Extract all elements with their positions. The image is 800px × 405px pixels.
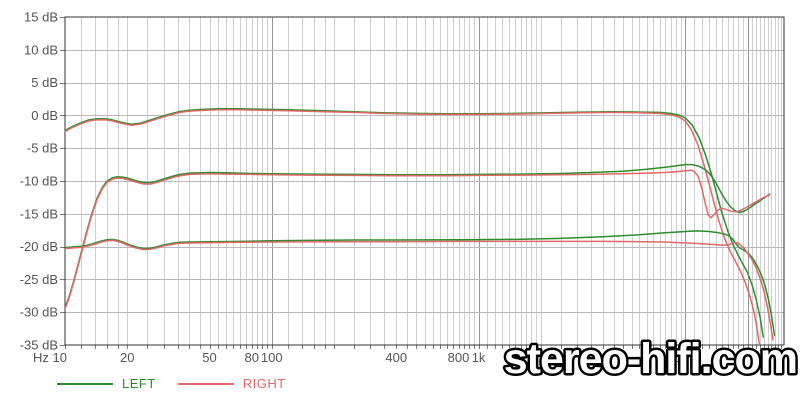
- x-axis-tick-label: 800: [448, 350, 470, 365]
- y-axis-tick-label: -15 dB: [20, 206, 58, 221]
- legend-swatch-right: [177, 382, 234, 385]
- curve-left-mid: [65, 163, 771, 309]
- y-axis-tick-label: -10 dB: [20, 174, 58, 189]
- legend: LEFT RIGHT: [57, 376, 308, 391]
- x-axis-tick-label: 4k: [596, 350, 610, 365]
- x-axis-tick-label: 10k: [675, 350, 696, 365]
- x-axis-tick-label: 8k: [658, 350, 672, 365]
- curve-right-main: [65, 109, 761, 345]
- legend-swatch-left: [57, 382, 113, 385]
- curve-right-mid: [65, 169, 771, 310]
- x-axis-tick-label: 50: [202, 350, 216, 365]
- y-axis-tick-label: -30 dB: [20, 305, 58, 320]
- x-axis-tick-label: 400: [385, 350, 407, 365]
- y-axis-tick-label: -25 dB: [20, 272, 58, 287]
- curve-left-low: [65, 230, 776, 336]
- plot-border: [64, 16, 785, 346]
- x-axis-tick-label: 100: [261, 350, 283, 365]
- curve-left-main: [65, 108, 764, 338]
- watermark: stereo-hifi.com: [479, 333, 800, 386]
- curves: [65, 108, 776, 345]
- x-axis-tick-label: 20: [120, 350, 134, 365]
- grid: [65, 17, 784, 345]
- y-axis-tick-label: 15 dB: [24, 10, 58, 25]
- y-axis-tick-label: 5 dB: [31, 75, 58, 90]
- legend-label-left: LEFT: [122, 376, 156, 391]
- x-axis-tick-label: 1k: [472, 350, 486, 365]
- y-axis-tick-label: -35 dB: [20, 338, 58, 353]
- axis-ticks: [60, 17, 782, 349]
- curve-right-low: [65, 239, 774, 341]
- y-axis-tick-label: 0 dB: [31, 108, 58, 123]
- x-axis-tick-label: Hz 10: [33, 350, 67, 365]
- y-axis-tick-label: -20 dB: [20, 239, 58, 254]
- watermark-text: stereo-hifi.com: [504, 335, 797, 383]
- y-axis-tick-label: -5 dB: [27, 141, 58, 156]
- x-axis-tick-label: 80: [245, 350, 259, 365]
- y-axis-tick-label: 10 dB: [24, 42, 58, 57]
- legend-label-right: RIGHT: [242, 376, 286, 391]
- axis-labels: 15 dB 10 dB 5 dB 0 dB -5 dB -10 dB -15 dB -20 d…: [20, 10, 697, 366]
